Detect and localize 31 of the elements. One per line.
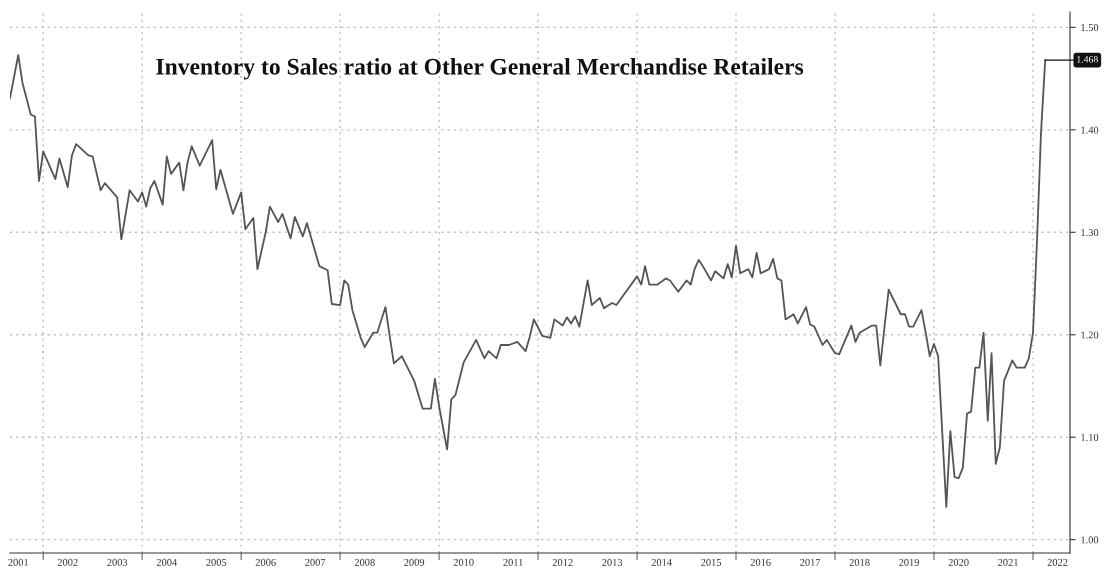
x-tick-label: 2019 [899,558,920,566]
y-tick-label: 1.00 [1081,536,1099,544]
x-tick-label: 2016 [750,558,771,566]
text: Inventory to Sales ratio at Other General Merchandise Retailers [156,58,804,80]
x-tick-label: 2003 [107,558,128,566]
y-tick-label: 1.10 [1081,433,1099,441]
x-tick-label: 2021 [998,558,1018,566]
x-tick-label: 2008 [354,558,375,566]
x-tick-label: 2004 [156,558,178,566]
y-tick-label: 1.40 [1081,126,1099,134]
x-tick-label: 2007 [305,558,326,566]
x-tick-label: 2018 [849,558,870,566]
y-tick-label: 1.50 [1081,24,1099,32]
x-tick-label: 2022 [1047,558,1068,566]
x-tick-label: 2001 [8,558,29,566]
y-tick-label: 1.30 [1081,228,1099,237]
x-tick-label: 2006 [255,558,276,566]
annotation: 1.468 [1077,56,1098,63]
x-tick-label: 2013 [602,558,623,566]
x-tick-label: 2014 [651,558,672,566]
x-tick-label: 2017 [800,558,821,566]
x-tick-label: 2002 [57,558,78,566]
x-tick-label: 2020 [948,558,969,566]
x-tick-label: 2011 [503,558,523,566]
x-tick-label: 2015 [701,558,722,566]
x-tick-label: 2005 [206,558,227,566]
x-tick-label: 2010 [453,558,474,566]
x-tick-label: 2009 [404,558,425,566]
x-tick-label: 2012 [552,558,573,566]
y-tick-label: 1.20 [1081,331,1099,339]
line-series [10,54,1047,508]
